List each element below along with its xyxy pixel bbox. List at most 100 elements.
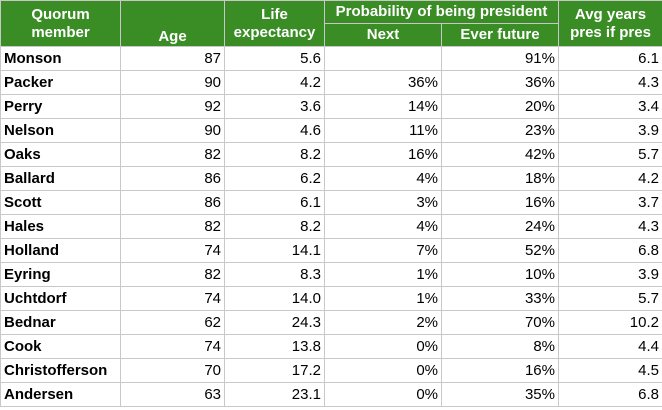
cell-ever: 8% (441, 334, 559, 359)
cell-next: 1% (324, 262, 442, 287)
cell-life: 6.2 (224, 166, 325, 191)
cell-life: 17.2 (224, 358, 325, 383)
cell-next: 14% (324, 94, 442, 119)
cell-avg: 4.3 (558, 214, 662, 239)
cell-life: 8.2 (224, 142, 325, 167)
cell-ever: 23% (441, 118, 559, 143)
cell-name: Oaks (0, 142, 121, 167)
cell-life: 14.1 (224, 238, 325, 263)
cell-age: 74 (120, 286, 225, 311)
cell-age: 86 (120, 190, 225, 215)
cell-age: 74 (120, 238, 225, 263)
table-row: Scott 86 6.1 3% 16% 3.7 (0, 190, 662, 215)
cell-avg: 4.2 (558, 166, 662, 191)
cell-ever: 36% (441, 70, 559, 95)
cell-life: 23.1 (224, 382, 325, 407)
cell-next: 2% (324, 310, 442, 335)
header-age: Age (120, 0, 225, 47)
cell-age: 87 (120, 46, 225, 71)
cell-next (324, 46, 442, 71)
cell-avg: 4.3 (558, 70, 662, 95)
cell-name: Packer (0, 70, 121, 95)
header-probability: Probability of being president (324, 0, 559, 24)
cell-ever: 52% (441, 238, 559, 263)
cell-name: Holland (0, 238, 121, 263)
cell-ever: 24% (441, 214, 559, 239)
cell-name: Perry (0, 94, 121, 119)
cell-next: 3% (324, 190, 442, 215)
cell-age: 86 (120, 166, 225, 191)
cell-avg: 4.4 (558, 334, 662, 359)
cell-next: 16% (324, 142, 442, 167)
cell-name: Eyring (0, 262, 121, 287)
cell-ever: 35% (441, 382, 559, 407)
cell-avg: 6.1 (558, 46, 662, 71)
cell-ever: 18% (441, 166, 559, 191)
cell-next: 7% (324, 238, 442, 263)
cell-ever: 70% (441, 310, 559, 335)
cell-ever: 42% (441, 142, 559, 167)
cell-name: Uchtdorf (0, 286, 121, 311)
table-row: Perry 92 3.6 14% 20% 3.4 (0, 94, 662, 119)
cell-age: 92 (120, 94, 225, 119)
cell-next: 4% (324, 214, 442, 239)
header-next: Next (324, 23, 442, 47)
cell-name: Bednar (0, 310, 121, 335)
cell-age: 74 (120, 334, 225, 359)
cell-next: 0% (324, 358, 442, 383)
table-body: Monson 87 5.6 91% 6.1 Packer 90 4.2 36% 36% 4.3 Per… (0, 46, 662, 407)
cell-name: Cook (0, 334, 121, 359)
cell-next: 11% (324, 118, 442, 143)
cell-avg: 6.8 (558, 382, 662, 407)
table-row: Packer 90 4.2 36% 36% 4.3 (0, 70, 662, 95)
cell-age: 70 (120, 358, 225, 383)
cell-age: 82 (120, 142, 225, 167)
cell-name: Nelson (0, 118, 121, 143)
table-row: Eyring 82 8.3 1% 10% 3.9 (0, 262, 662, 287)
table-row: Bednar 62 24.3 2% 70% 10.2 (0, 310, 662, 335)
table-row: Cook 74 13.8 0% 8% 4.4 (0, 334, 662, 359)
table-row: Holland 74 14.1 7% 52% 6.8 (0, 238, 662, 263)
cell-avg: 10.2 (558, 310, 662, 335)
cell-next: 4% (324, 166, 442, 191)
cell-name: Andersen (0, 382, 121, 407)
cell-age: 82 (120, 262, 225, 287)
cell-life: 6.1 (224, 190, 325, 215)
header-avg-years: Avg years pres if pres (558, 0, 662, 47)
cell-avg: 4.5 (558, 358, 662, 383)
cell-age: 63 (120, 382, 225, 407)
cell-avg: 5.7 (558, 286, 662, 311)
header-quorum-member: Quorum member (0, 0, 121, 47)
cell-next: 36% (324, 70, 442, 95)
table-row: Ballard 86 6.2 4% 18% 4.2 (0, 166, 662, 191)
cell-avg: 3.7 (558, 190, 662, 215)
cell-name: Monson (0, 46, 121, 71)
table-row: Uchtdorf 74 14.0 1% 33% 5.7 (0, 286, 662, 311)
cell-next: 0% (324, 334, 442, 359)
cell-life: 3.6 (224, 94, 325, 119)
cell-life: 4.2 (224, 70, 325, 95)
cell-avg: 6.8 (558, 238, 662, 263)
header-life-expectancy: Life expectancy (224, 0, 325, 47)
cell-ever: 16% (441, 190, 559, 215)
cell-life: 4.6 (224, 118, 325, 143)
cell-age: 62 (120, 310, 225, 335)
cell-life: 14.0 (224, 286, 325, 311)
cell-life: 8.2 (224, 214, 325, 239)
cell-name: Ballard (0, 166, 121, 191)
cell-ever: 33% (441, 286, 559, 311)
cell-avg: 3.9 (558, 262, 662, 287)
table-row: Hales 82 8.2 4% 24% 4.3 (0, 214, 662, 239)
cell-next: 0% (324, 382, 442, 407)
cell-life: 8.3 (224, 262, 325, 287)
table-row: Christofferson 70 17.2 0% 16% 4.5 (0, 358, 662, 383)
cell-life: 5.6 (224, 46, 325, 71)
cell-avg: 5.7 (558, 142, 662, 167)
cell-life: 13.8 (224, 334, 325, 359)
cell-name: Hales (0, 214, 121, 239)
cell-name: Christofferson (0, 358, 121, 383)
cell-age: 82 (120, 214, 225, 239)
cell-next: 1% (324, 286, 442, 311)
table-row: Monson 87 5.6 91% 6.1 (0, 46, 662, 71)
table-row: Nelson 90 4.6 11% 23% 3.9 (0, 118, 662, 143)
